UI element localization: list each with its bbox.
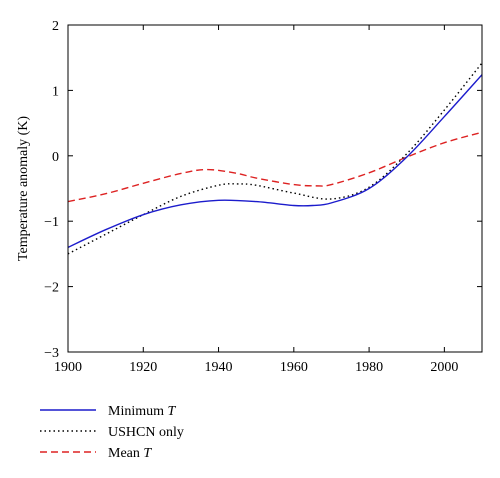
series-line-3 [68, 131, 482, 203]
x-tick-label: 1960 [280, 360, 308, 375]
legend-label-1: Minimum T [108, 404, 177, 419]
x-tick-label: 1980 [355, 360, 383, 375]
y-tick-label: 1 [52, 84, 59, 99]
y-tick-label: −3 [44, 346, 59, 361]
legend-label-2: USHCN only [108, 425, 184, 440]
y-tick-label: 0 [52, 150, 59, 165]
series-line-2 [68, 62, 482, 255]
y-axis-label: Temperature anomaly (K) [16, 116, 31, 262]
plot-frame [67, 24, 483, 353]
series-line-1 [68, 74, 482, 248]
x-tick-label: 1900 [54, 360, 82, 375]
legend-label-3: Mean T [108, 446, 152, 461]
y-tick-label: −2 [44, 281, 59, 296]
x-tick-label: 1920 [129, 360, 157, 375]
axis-ticks: 1900 1920 1940 1960 1980 2000 −3 −2 −1 0 1 2 [44, 19, 482, 375]
x-tick-label: 1940 [205, 360, 233, 375]
y-tick-label: 2 [52, 19, 59, 34]
legend: Minimum T USHCN only Mean T [40, 404, 184, 461]
y-tick-label: −1 [44, 215, 59, 230]
series-lines [68, 62, 482, 255]
x-tick-label: 2000 [430, 360, 458, 375]
